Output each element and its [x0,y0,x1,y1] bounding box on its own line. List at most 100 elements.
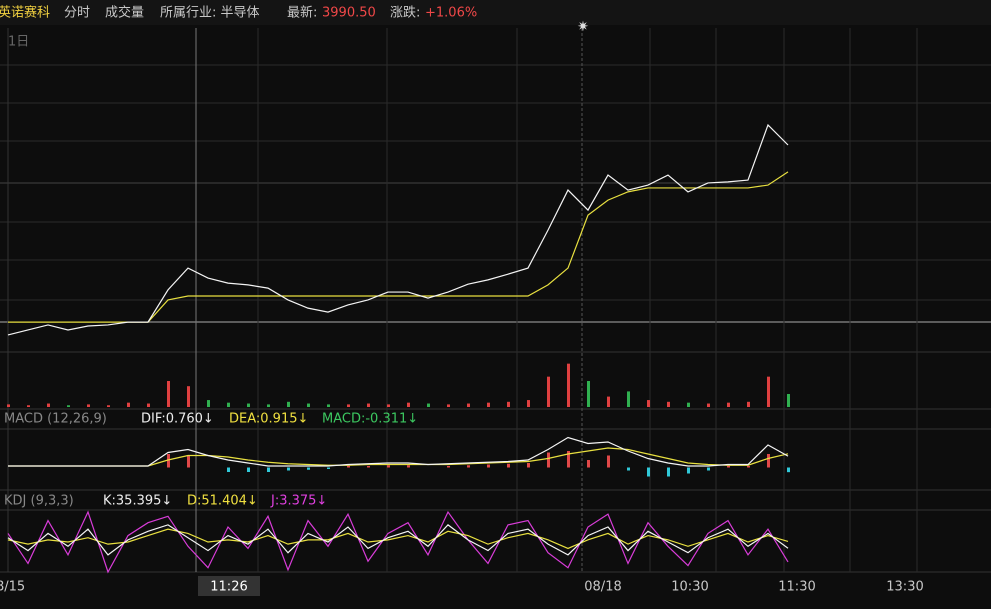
macd-bar [327,467,330,469]
macd-label: MACD:-0.311↓ [322,412,418,427]
macd-bar [367,466,370,468]
macd-bar [387,465,390,468]
macd-title: MACD (12,26,9) [4,412,107,427]
volume-bar [227,402,230,407]
volume-bar [627,391,630,407]
j-label: J:3.375↓ [270,494,327,509]
volume-bar [67,405,70,407]
macd-bar [587,460,590,468]
volume-bar [387,404,390,407]
volume-bar [107,405,110,407]
time-label: 13:30 [886,580,923,595]
j-line [7,510,789,574]
volume-bar [727,402,730,407]
volume-bar [527,400,530,407]
k-line [7,524,789,556]
price-line [7,123,789,336]
volume-bar [687,402,690,407]
macd-bar [487,464,490,468]
volume-bar [667,401,670,407]
volume-bar [767,376,770,407]
volume-bar [427,403,430,407]
macd-bar [167,454,170,468]
macd-bar [747,466,750,468]
time-label: 8/15 [0,580,25,595]
dif-line [8,436,789,467]
d-label: D:51.404↓ [187,494,258,509]
volume-bar [447,404,450,407]
macd-bar [547,452,550,468]
volume-bar [247,403,250,407]
macd-bar [347,466,350,468]
volume-bar [47,403,50,407]
volume-bar [647,400,650,407]
tab[interactable]: 成交量 [105,5,144,21]
volume-bar [507,401,510,407]
macd-bar [267,467,270,472]
kdj-title: KDJ (9,3,3) [4,494,74,509]
volume-bar [787,394,790,407]
macd-bar [607,455,610,468]
stock-name[interactable]: 英诺赛科 [0,5,50,21]
volume-bar [327,404,330,407]
macd-bar [707,467,710,471]
tab[interactable]: 分时 [64,6,90,21]
d-line [7,528,789,550]
volume-bar [87,404,90,407]
volume-bar [747,401,750,407]
macd-bar [307,467,310,470]
volume-bar [407,402,410,407]
macd-bar [687,467,690,474]
macd-bar [787,467,790,473]
volume-bar [347,404,350,407]
dif-label: DIF:0.760↓ [141,412,214,427]
volume-bar [267,404,270,407]
industry: 所属行业: 半导体 [160,6,260,21]
macd-bar [407,465,410,468]
macd-bar [227,467,230,472]
macd-bar [727,466,730,468]
volume-bar [707,403,710,407]
macd-bar [507,463,510,468]
time-label: 08/18 [584,580,621,595]
macd-bar [647,467,650,477]
macd-bar [447,466,450,468]
time-label: 11:26 [210,580,247,595]
volume-bar [207,400,210,407]
volume-bar [607,396,610,407]
macd-bar [627,467,630,471]
volume-bar [187,386,190,407]
volume-bar [367,403,370,407]
volume-bar [467,403,470,407]
k-label: K:35.395↓ [103,494,172,509]
dea-label: DEA:0.915↓ [229,412,308,427]
macd-bar [567,451,570,468]
grid [0,28,991,573]
period-label: 1日 [8,35,29,50]
volume-bar [147,403,150,407]
latest-label: 最新: [287,5,317,21]
change-value: +1.06% [425,6,477,21]
volume-bar [587,381,590,407]
volume-bar [307,403,310,407]
volume-bar [167,381,170,407]
volume-bar [487,402,490,407]
volume-bar [7,404,10,407]
change-label: 涨跌: [390,5,420,21]
macd-bar [187,455,190,468]
latest-value: 3990.50 [322,6,376,21]
volume-bar [127,402,130,407]
day-marker: ✷ [577,19,589,35]
volume-bar [567,363,570,407]
macd-bar [527,463,530,468]
macd-bar [247,467,250,472]
volume-bar [287,401,290,407]
macd-bar [467,465,470,468]
time-label: 11:30 [778,580,815,595]
macd-bar [287,467,290,471]
volume-bar [547,376,550,407]
header-bar [0,0,991,25]
volume-bar [27,405,30,407]
